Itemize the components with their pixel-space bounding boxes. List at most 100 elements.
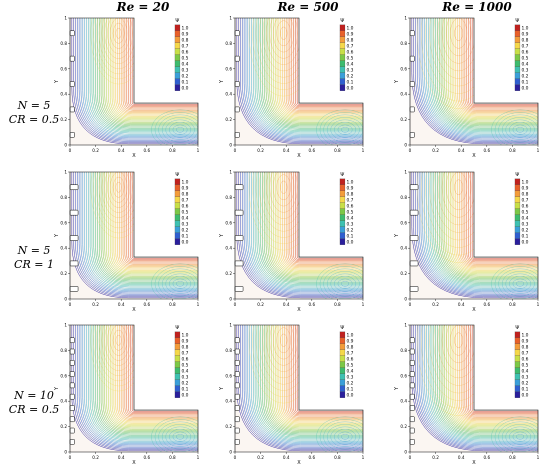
streamline [240,18,363,142]
vortex-contour [151,109,198,145]
streamline [282,325,363,422]
streamlines [71,18,198,145]
streamline [82,172,198,291]
legend-swatch [174,355,181,362]
y-tick-label: 0 [229,143,232,148]
y-axis-label: Y [394,386,400,391]
legend-title: Ψ [175,18,180,24]
vortex-contour [269,172,298,213]
legend-swatch [174,238,181,245]
vortex-contour [512,124,528,135]
legend-swatch [514,202,521,209]
color-legend: Ψ1.00.90.80.70.60.50.40.30.20.10.0 [339,18,354,92]
streamline [108,325,198,428]
streamline [86,325,198,442]
streamline [258,325,363,437]
vortex-contour [176,434,184,440]
x-axis-label: X [297,460,301,466]
legend-value: 0.3 [346,375,353,381]
streamline [243,325,363,447]
color-legend: Ψ1.00.90.80.70.60.50.40.30.20.10.0 [514,18,529,92]
vortex-contour [115,27,122,39]
legend-swatch [514,184,521,191]
streamline [437,18,538,128]
legend-value: 0.6 [181,357,188,363]
streamline [260,18,363,129]
fin [234,184,244,191]
streamline [99,18,198,127]
x-tick-label: 0.4 [118,148,125,153]
legend-swatch [514,337,521,344]
legend-value: 0.2 [521,228,528,234]
legend-swatch [339,379,346,386]
legend-swatch [514,24,521,31]
vortex-contour [273,172,295,207]
fin [69,382,75,389]
x-tick-label: 1 [197,302,200,307]
legend-swatch [514,178,521,185]
streamline [245,172,363,293]
streamline [429,18,538,133]
legend-swatch [174,220,181,227]
streamline [273,18,363,121]
fin [409,55,415,62]
legend-swatch [339,54,346,61]
y-tick-label: 0.2 [400,117,407,122]
fin [234,81,240,87]
legend-swatch [174,214,181,221]
x-tick-label: 0 [69,455,72,460]
streamline [439,18,538,127]
legend-swatch [174,190,181,197]
y-tick-label: 0 [64,450,67,455]
vortex-contour [330,426,360,447]
fin [409,416,415,423]
streamline [93,172,198,284]
legend-swatch [174,385,181,392]
y-tick-label: 0.4 [225,246,232,251]
streamline [102,325,198,431]
streamline [256,325,363,438]
legend-value: 0.0 [521,393,528,399]
streamline [97,172,198,282]
x-tick-label: 0.2 [92,148,99,153]
legend-swatch [339,190,346,197]
legend-value: 0.3 [181,68,188,74]
vortex-contour [501,117,538,143]
legend-swatch [174,373,181,380]
vortex-contour [498,421,538,452]
fin [69,55,75,62]
streamline [242,172,363,295]
y-tick-label: 0.2 [60,424,67,429]
legend-value: 0.8 [521,38,528,44]
legend-value: 0.2 [346,381,353,387]
streamline [128,172,198,261]
streamline [126,172,198,263]
legend-value: 0.5 [521,210,528,216]
streamline [285,172,363,266]
legend-swatch [174,72,181,79]
vortex-contour [509,276,532,292]
streamline [466,325,538,416]
vortex-contour [161,424,198,450]
legend-swatch [514,72,521,79]
streamline [428,325,538,441]
legend-value: 0.3 [181,222,188,228]
legend-value: 0.9 [181,186,188,192]
row-label-cr-2: CR = 1 [14,258,54,271]
legend-swatch [339,331,346,338]
legend-value: 0.1 [521,234,528,240]
legend-value: 0.0 [346,86,353,92]
fin [69,286,79,292]
streamline [413,172,538,297]
vortex-contour [501,271,538,297]
streamline [240,172,363,296]
streamline [262,325,363,435]
legend-swatch [514,84,521,91]
vortex-contour [172,124,188,135]
streamline [111,325,198,425]
streamline [466,172,538,263]
legend-value: 0.8 [181,345,188,351]
row-label-cr-1: CR = 0.5 [9,113,59,126]
streamline [417,172,538,295]
